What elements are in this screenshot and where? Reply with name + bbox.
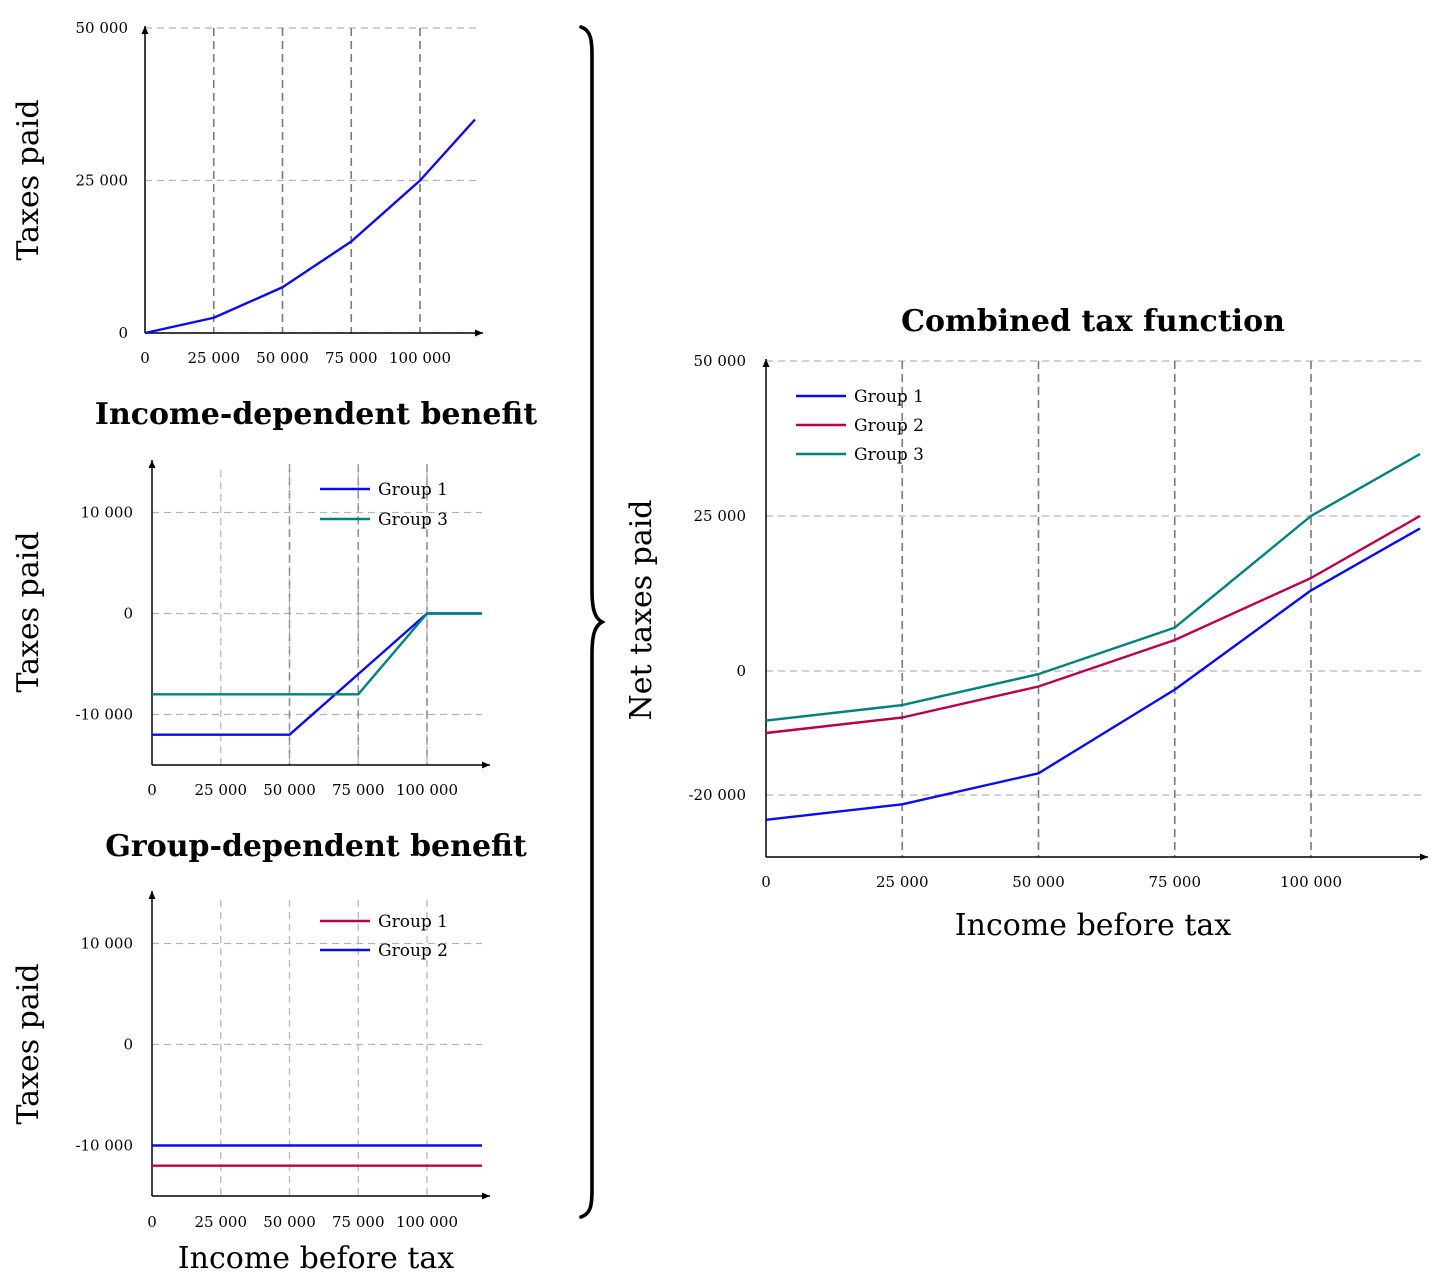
chart3-xtick-label-0: 0 — [147, 1213, 157, 1231]
chart3-ytick-label-0: -10 000 — [75, 1137, 133, 1155]
chart4-xtick-label-1: 25 000 — [876, 873, 929, 891]
chart4-series-group-3 — [765, 452, 1421, 722]
chart4-title: Combined tax function — [901, 304, 1285, 339]
chart3-legend-label: Group 2 — [378, 941, 448, 961]
chart1-xtick-label-2: 50 000 — [256, 349, 309, 367]
chart1-ylabel: Taxes paid — [11, 99, 46, 260]
chart2-xtick-label-1: 25 000 — [195, 781, 248, 799]
chart4-xtick-label-0: 0 — [761, 873, 771, 891]
chart2-ytick-label-0: -10 000 — [75, 706, 133, 724]
chart4-ytick-label-1: 0 — [736, 662, 746, 680]
chart2-ylabel: Taxes paid — [11, 531, 46, 692]
chart4-xtick-label-2: 50 000 — [1012, 873, 1065, 891]
chart4-xtick-label-3: 75 000 — [1149, 873, 1202, 891]
chart2-xtick-label-2: 50 000 — [263, 781, 316, 799]
chart2-ytick-label-2: 10 000 — [81, 504, 134, 522]
chart3-xtick-label-4: 100 000 — [396, 1213, 458, 1231]
chart1-xtick-label-1: 25 000 — [188, 349, 241, 367]
chart3-xtick-label-2: 50 000 — [263, 1213, 316, 1231]
chart3-legend-item: Group 1 — [320, 912, 448, 932]
chart4-legend-label: Group 2 — [854, 416, 924, 436]
chart4-series-group-2 — [765, 514, 1421, 735]
chart4-ylabel: Net taxes paid — [624, 499, 659, 720]
chart4-ytick-label-2: 25 000 — [694, 507, 747, 525]
chart2-legend-label: Group 1 — [378, 480, 448, 500]
chart1-xtick-label-3: 75 000 — [325, 349, 378, 367]
chart2-xtick-label-3: 75 000 — [332, 781, 385, 799]
chart1-ytick-label-0: 0 — [118, 324, 128, 342]
chart4-xtick-label-4: 100 000 — [1280, 873, 1342, 891]
chart2-series-group-3 — [152, 612, 482, 696]
chart3-ytick-label-2: 10 000 — [81, 935, 134, 953]
chart-combined-tax-function: Combined tax function Net taxes paid Inc… — [624, 304, 1428, 943]
chart2-legend-item: Group 3 — [320, 510, 448, 530]
chart4-legend-label: Group 3 — [854, 445, 924, 465]
chart1-xtick-label-0: 0 — [140, 349, 150, 367]
chart3-ytick-label-1: 0 — [123, 1036, 133, 1054]
chart3-title: Group-dependent benefit — [105, 829, 527, 864]
right-curly-brace — [579, 25, 606, 1219]
chart3-legend-item: Group 2 — [320, 941, 448, 961]
chart2-xtick-label-0: 0 — [147, 781, 157, 799]
chart4-xlabel: Income before tax — [955, 908, 1231, 943]
chart3-ylabel: Taxes paid — [11, 963, 46, 1124]
chart3-xtick-label-3: 75 000 — [332, 1213, 385, 1231]
chart1-plot: 0 25 000 50 000 0 25 000 50 000 75 000 100 000 — [76, 19, 483, 367]
chart2-xtick-label-4: 100 000 — [396, 781, 458, 799]
chart4-ytick-label-0: -20 000 — [688, 786, 746, 804]
chart1-ytick-label-1: 25 000 — [76, 172, 129, 190]
chart4-legend-item: Group 1 — [796, 387, 924, 407]
chart-income-dependent-benefit: Income-dependent benefit Taxes paid -10 … — [11, 397, 537, 799]
chart2-legend-label: Group 3 — [378, 510, 448, 530]
chart4-ytick-label-3: 50 000 — [694, 352, 747, 370]
chart2-ytick-label-1: 0 — [123, 605, 133, 623]
chart3-legend-label: Group 1 — [378, 912, 448, 932]
chart3-xtick-label-1: 25 000 — [195, 1213, 248, 1231]
chart4-legend-item: Group 2 — [796, 416, 924, 436]
chart3-plot: -10 000 0 10 000 0 25 000 50 000 75 000 100 000… — [75, 891, 490, 1231]
chart2-title: Income-dependent benefit — [95, 397, 537, 432]
chart1-series-tax — [144, 118, 476, 335]
chart-group-dependent-benefit: Group-dependent benefit Taxes paid Incom… — [11, 829, 527, 1272]
chart3-xlabel: Income before tax — [178, 1241, 454, 1272]
chart2-series-group-1 — [152, 612, 482, 736]
chart1-ytick-label-2: 50 000 — [76, 19, 129, 37]
chart4-plot: -20 000 0 25 000 50 000 0 25 000 50 000 75 000 1… — [688, 352, 1428, 891]
chart-tax-schedule: Taxes paid 0 25 000 50 000 0 25 000 50 000 75 … — [11, 19, 483, 367]
chart2-legend-item: Group 1 — [320, 480, 448, 500]
chart1-xtick-label-4: 100 000 — [389, 349, 451, 367]
chart4-series-group-1 — [765, 527, 1421, 821]
chart4-legend-label: Group 1 — [854, 387, 924, 407]
chart4-legend-item: Group 3 — [796, 445, 924, 465]
chart2-plot: -10 000 0 10 000 0 25 000 50 000 75 000 100 000… — [75, 460, 490, 799]
